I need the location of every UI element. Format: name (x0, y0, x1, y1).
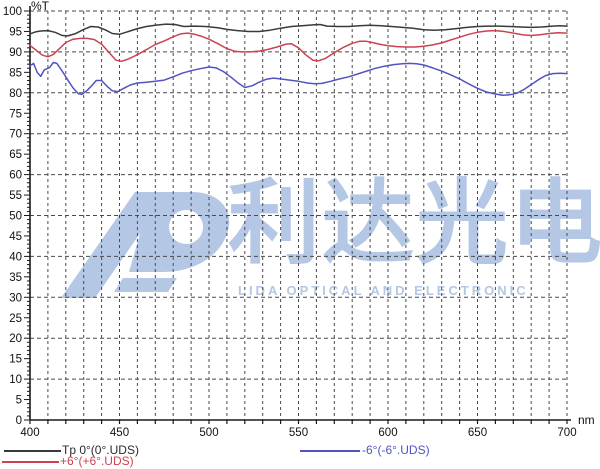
svg-text:30: 30 (9, 292, 22, 304)
svg-text:450: 450 (110, 427, 129, 439)
svg-text:70: 70 (9, 129, 22, 141)
svg-text:80: 80 (9, 88, 22, 100)
svg-text:25: 25 (9, 313, 22, 325)
svg-text:40: 40 (9, 251, 22, 263)
svg-text:50: 50 (9, 211, 22, 223)
svg-text:400: 400 (20, 427, 39, 439)
svg-text:85: 85 (9, 67, 22, 79)
svg-text:95: 95 (9, 26, 22, 38)
legend-label-minus6deg: -6°(-6°.UDS) (362, 443, 430, 457)
svg-text:65: 65 (9, 149, 22, 161)
legend-line-0deg (4, 450, 61, 452)
svg-text:550: 550 (289, 427, 308, 439)
legend-label-plus6deg: +6°(+6°.UDS) (60, 454, 134, 468)
svg-text:90: 90 (9, 47, 22, 59)
legend-label-0deg: Tp 0°(0°.UDS) (62, 443, 139, 457)
legend-line-minus6deg (300, 450, 360, 452)
svg-text:55: 55 (9, 190, 22, 202)
y-axis-unit-label: %T (31, 0, 49, 13)
svg-text:100: 100 (3, 6, 22, 18)
svg-text:10: 10 (9, 374, 22, 386)
svg-text:60: 60 (9, 170, 22, 182)
svg-text:700: 700 (557, 427, 576, 439)
legend-line-plus6deg (2, 461, 59, 463)
svg-text:75: 75 (9, 108, 22, 120)
svg-text:15: 15 (9, 354, 22, 366)
svg-text:45: 45 (9, 231, 22, 243)
svg-text:5: 5 (16, 395, 22, 407)
svg-text:20: 20 (9, 333, 22, 345)
svg-text:600: 600 (378, 427, 397, 439)
x-axis-unit-label: nm (578, 413, 595, 427)
svg-text:650: 650 (468, 427, 487, 439)
svg-text:500: 500 (199, 427, 218, 439)
svg-text:0: 0 (16, 415, 22, 427)
svg-text:35: 35 (9, 272, 22, 284)
